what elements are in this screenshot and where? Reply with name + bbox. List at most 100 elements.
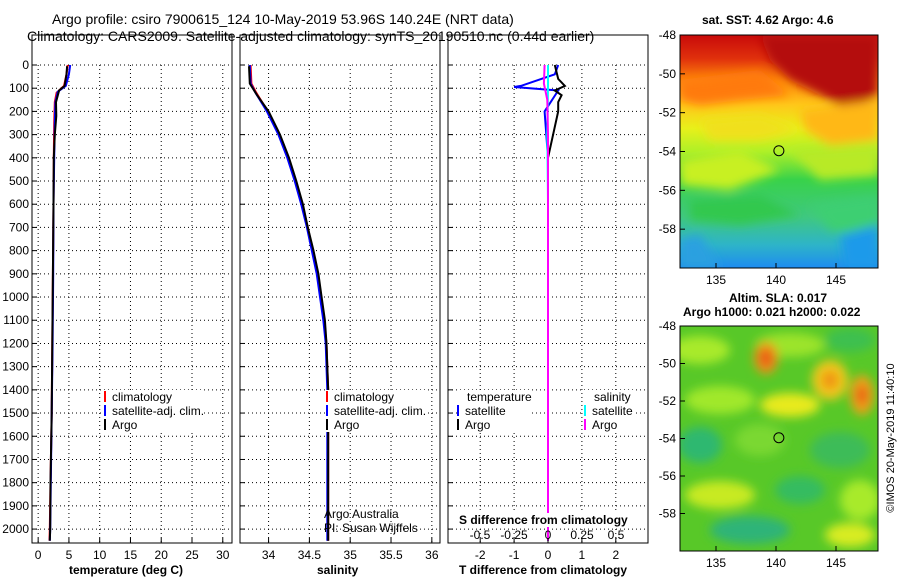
salinity-series-argo [248,66,330,541]
difference-panel: -2 -1 0 1 2 -0.5 -0.25 0 0.25 0.5 [447,34,649,562]
figure-title-line1: Argo profile: csiro 7900615_124 10-May-2… [52,11,514,27]
salinity-xtick-label: 34 [262,548,276,562]
difference-xtick-label: 0 [545,548,552,562]
credit-pi-name: PI: Susan Wijffels [324,521,418,535]
depth-tick-label: 400 [9,151,29,165]
temperature-panel: 0 5 10 15 20 25 300100200300400500600700800900… [2,34,233,562]
s-difference-axis-label: S difference from climatology [459,513,628,527]
sla-map-title-line2: Argo h1000: 0.021 h2000: 0.022 [683,305,861,319]
temperature-xtick-label: 15 [124,548,138,562]
secondary-xtick-label: 0.25 [570,528,594,542]
legend-item-satellite-adj: satellite-adj. clim. [104,404,204,418]
sst-float-position-marker [773,145,785,157]
sla-map-ytick-label: -50 [659,357,677,371]
secondary-xtick-label: -0.25 [500,528,528,542]
legend-title-salinity: salinity [594,390,631,404]
depth-tick-label: 1200 [2,336,29,350]
depth-tick-label: 600 [9,197,29,211]
sla-map-ytick-label: -58 [659,507,677,521]
temperature-series-argo [48,66,69,541]
sst-map-ytick-label: -56 [659,183,677,197]
depth-tick-label: 0 [22,58,29,72]
depth-tick-label: 1700 [2,452,29,466]
temperature-xtick-label: 30 [216,548,230,562]
temperature-xtick-label: 5 [66,548,73,562]
difference-xtick-label: 2 [612,548,619,562]
difference-series-t-satellite [513,64,560,541]
sst-map-ytick-label: -52 [659,106,677,120]
credit-argo-australia: Argo Australia [324,507,399,521]
salinity-xtick-label: 36 [425,548,439,562]
secondary-xtick-label: 0.5 [608,528,625,542]
legend-item-s-argo: Argo [584,418,633,432]
difference-salinity-legend: salinity satellite Argo [584,390,633,432]
depth-tick-label: 1600 [2,429,29,443]
depth-tick-label: 100 [9,81,29,95]
depth-tick-label: 1100 [3,313,29,327]
salinity-legend: climatology satellite-adj. clim. Argo [326,390,427,432]
difference-xtick-label: -1 [509,548,520,562]
sst-map-xtick-label: 140 [766,273,786,287]
sla-map-xtick-label: 135 [706,556,726,570]
sla-map-ytick-label: -48 [659,319,677,333]
legend-item-t-argo: Argo [457,418,532,432]
sst-map-ytick-label: -50 [659,67,677,81]
salinity-axis-label: salinity [317,563,359,577]
sla-map-xtick-label: 140 [766,556,786,570]
sla-map-ytick-label: -56 [659,469,677,483]
depth-tick-label: 1500 [2,406,29,420]
depth-tick-label: 1000 [2,290,29,304]
legend-item-argo: Argo [104,418,204,432]
sst-map-title: sat. SST: 4.62 Argo: 4.6 [702,13,834,27]
sla-float-position-marker [773,432,785,444]
difference-xtick-label: -2 [475,548,486,562]
sst-map-image [680,35,878,268]
legend-item-argo: Argo [326,418,426,432]
legend-item-s-satellite: satellite [584,404,633,418]
temperature-xtick-label: 10 [93,548,107,562]
depth-tick-label: 1900 [2,499,29,513]
difference-temperature-legend: temperature satellite Argo [457,390,532,432]
sla-map-title-line1: Altim. SLA: 0.017 [729,291,828,305]
sst-map-xtick-label: 145 [826,273,846,287]
depth-tick-label: 200 [9,104,29,118]
salinity-series-climatology [249,64,330,541]
salinity-panel: 34 34.5 35 35.5 36 [239,34,441,562]
salinity-xtick-label: 35.5 [379,548,403,562]
difference-xtick-label: 1 [579,548,586,562]
figure-title-line2: Climatology: CARS2009. Satellite-adjuste… [27,28,595,44]
sst-map-xtick-label: 135 [706,273,726,287]
temperature-legend: climatology satellite-adj. clim. Argo [104,390,205,432]
map-axes: 135 140 145 -48 -50 -52 -54 -56 -58 135 140 145 -48 -… [659,28,879,570]
sla-map-xtick-label: 145 [826,556,846,570]
sla-map-ytick-label: -52 [659,394,677,408]
salinity-xtick-label: 34.5 [298,548,322,562]
sla-map-ytick-label: -54 [659,432,677,446]
sst-map-ytick-label: -54 [659,145,677,159]
depth-tick-label: 1800 [2,476,29,490]
difference-series-t-argo [547,64,567,541]
depth-tick-label: 700 [9,220,29,234]
depth-tick-label: 800 [9,244,29,258]
depth-tick-label: 1400 [2,383,29,397]
legend-item-t-satellite: satellite [457,404,532,418]
depth-tick-label: 2000 [2,522,29,536]
depth-tick-label: 900 [9,267,29,281]
legend-title-temperature: temperature [467,390,532,404]
t-difference-axis-label: T difference from climatology [459,563,628,577]
salinity-xtick-label: 35 [344,548,358,562]
temperature-xtick-label: 0 [35,548,42,562]
legend-item-satellite-adj: satellite-adj. clim. [326,404,426,418]
legend-item-climatology: climatology [326,390,426,404]
sst-map-ytick-label: -48 [659,28,677,42]
legend-item-climatology: climatology [104,390,204,404]
depth-tick-label: 300 [9,128,29,142]
secondary-xtick-label: -0.5 [470,528,491,542]
depth-tick-label: 1300 [2,360,29,374]
salinity-frame [239,34,441,544]
temperature-xtick-label: 20 [155,548,169,562]
sst-map-ytick-label: -58 [659,222,677,236]
sla-map-image [680,326,878,551]
secondary-xtick-label: 0 [545,528,552,542]
